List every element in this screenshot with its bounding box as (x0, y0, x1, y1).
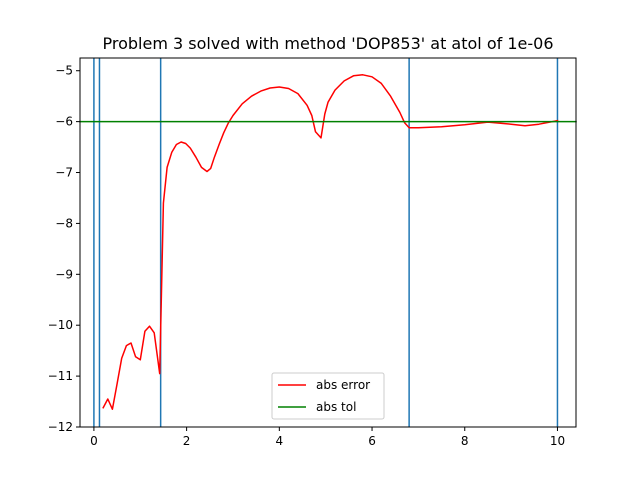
chart-title: Problem 3 solved with method 'DOP853' at… (102, 34, 553, 53)
legend-label-abs-tol: abs tol (316, 400, 356, 414)
x-tick-label: 4 (276, 434, 284, 448)
y-tick-label: −11 (48, 369, 73, 383)
y-tick-label: −8 (55, 216, 73, 230)
x-tick-label: 8 (461, 434, 469, 448)
y-tick-label: −7 (55, 166, 73, 180)
y-tick-label: −10 (48, 318, 73, 332)
series-line-abs-error (102, 74, 559, 410)
x-tick-label: 6 (368, 434, 376, 448)
x-tick-label: 10 (550, 434, 565, 448)
y-tick-label: −9 (55, 267, 73, 281)
y-tick-label: −12 (48, 420, 73, 434)
legend-label-abs-error: abs error (316, 378, 370, 392)
series-layer (79, 74, 577, 410)
plot-area: 0 2 4 6 8 10 −12 −11 −10 −9 −8 −7 −6 −5 (48, 57, 577, 448)
y-axis: −12 −11 −10 −9 −8 −7 −6 −5 (48, 64, 80, 434)
x-tick-label: 0 (90, 434, 98, 448)
axes-frame (79, 57, 577, 428)
x-tick-label: 2 (183, 434, 191, 448)
vertical-markers (93, 58, 559, 427)
x-axis: 0 2 4 6 8 10 (90, 427, 565, 448)
legend: abs error abs tol (271, 372, 385, 420)
y-tick-label: −5 (55, 64, 73, 78)
y-tick-label: −6 (55, 115, 73, 129)
